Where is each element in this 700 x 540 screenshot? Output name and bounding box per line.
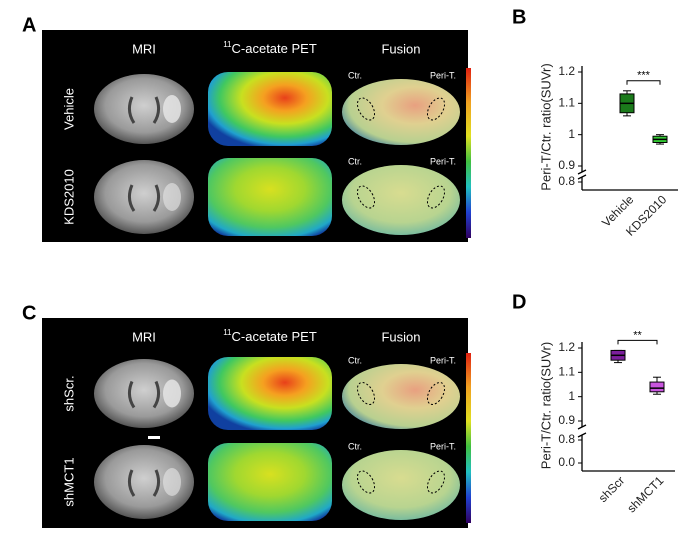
pet-image bbox=[208, 158, 332, 236]
panel-label: A bbox=[22, 14, 36, 36]
roi-label: Ctr. bbox=[348, 156, 362, 166]
scale-bar bbox=[148, 436, 160, 439]
mri-ventricles bbox=[127, 96, 161, 124]
isotope: 11 bbox=[223, 40, 232, 49]
mri-lesion bbox=[163, 468, 181, 496]
y-tick-label: 1.1 bbox=[558, 365, 575, 379]
panel-label: B bbox=[512, 6, 526, 28]
column-header: 11C-acetate PET bbox=[223, 40, 317, 56]
y-tick-label: 1.1 bbox=[558, 96, 575, 110]
mri-brain bbox=[94, 160, 194, 234]
color-bar bbox=[466, 68, 471, 238]
pet-image bbox=[208, 443, 332, 521]
mri-lesion bbox=[163, 183, 181, 211]
y-tick-label: 1.2 bbox=[558, 340, 575, 354]
mri-lesion bbox=[163, 95, 181, 123]
roi-ctr bbox=[356, 470, 376, 494]
mri-ventricles bbox=[127, 380, 161, 409]
axis-break bbox=[577, 424, 587, 430]
roi-label: Peri-T. bbox=[430, 441, 456, 451]
column-header: 11C-acetate PET bbox=[223, 328, 317, 344]
roi-label: Ctr. bbox=[348, 355, 362, 365]
isotope: 11 bbox=[223, 328, 232, 337]
y-tick-label: 0.0 bbox=[558, 455, 575, 469]
axis-break bbox=[577, 169, 587, 175]
axis-break bbox=[577, 174, 587, 180]
roi-peri bbox=[426, 382, 446, 405]
y-tick-label: 1 bbox=[568, 389, 575, 403]
mri-ventricles bbox=[127, 184, 161, 212]
y-axis-label: Peri-T/Ctr. ratio(SUVr) bbox=[538, 342, 553, 469]
y-tick-label: 0.8 bbox=[558, 174, 575, 188]
tracer: C-acetate PET bbox=[232, 41, 317, 56]
row-label: shMCT1 bbox=[61, 457, 76, 506]
x-tick-label: shScr bbox=[596, 473, 628, 505]
mri-brain bbox=[94, 359, 194, 428]
roi-peri bbox=[426, 470, 446, 494]
roi-label: Peri-T. bbox=[430, 70, 456, 80]
significance-label: ** bbox=[633, 329, 642, 341]
roi-ctr bbox=[356, 382, 376, 405]
roi-label: Peri-T. bbox=[430, 355, 456, 365]
pet-image bbox=[208, 357, 332, 430]
column-header: MRI bbox=[132, 41, 156, 56]
y-tick-label: 0.8 bbox=[558, 432, 575, 446]
significance-label: *** bbox=[637, 70, 651, 82]
fusion-brain bbox=[342, 165, 460, 235]
roi-peri bbox=[426, 97, 446, 121]
significance-bracket bbox=[626, 80, 661, 85]
roi-ctr bbox=[356, 185, 376, 209]
fusion-brain bbox=[342, 364, 460, 429]
mri-lesion bbox=[163, 379, 181, 408]
column-header: Fusion bbox=[381, 329, 420, 344]
mri-brain bbox=[94, 74, 194, 144]
fusion-brain bbox=[342, 79, 460, 145]
column-header: MRI bbox=[132, 329, 156, 344]
column-header: Fusion bbox=[381, 41, 420, 56]
row-label: Vehicle bbox=[61, 88, 76, 130]
axis-break bbox=[577, 432, 587, 438]
y-axis-label: Peri-T/Ctr. ratio(SUVr) bbox=[538, 63, 553, 190]
box bbox=[649, 381, 665, 393]
panel-label: C bbox=[22, 302, 36, 324]
y-tick-label: 1 bbox=[568, 127, 575, 141]
y-tick-label: 0.9 bbox=[558, 413, 575, 427]
roi-ctr bbox=[356, 97, 376, 121]
tracer: C-acetate PET bbox=[232, 329, 317, 344]
pet-image bbox=[208, 72, 332, 146]
roi-label: Ctr. bbox=[348, 441, 362, 451]
roi-label: Ctr. bbox=[348, 70, 362, 80]
significance-bracket bbox=[617, 339, 658, 345]
row-label: KDS2010 bbox=[61, 169, 76, 225]
y-tick-label: 0.9 bbox=[558, 158, 575, 172]
x-tick-label: shMCT1 bbox=[624, 473, 666, 515]
roi-label: Peri-T. bbox=[430, 156, 456, 166]
mri-ventricles bbox=[127, 469, 161, 497]
fusion-brain bbox=[342, 450, 460, 520]
y-tick-label: 1.2 bbox=[558, 64, 575, 78]
roi-peri bbox=[426, 185, 446, 209]
color-bar bbox=[466, 353, 471, 523]
row-label: shScr. bbox=[61, 375, 76, 411]
panel-label: D bbox=[512, 291, 526, 313]
mri-brain bbox=[94, 445, 194, 519]
